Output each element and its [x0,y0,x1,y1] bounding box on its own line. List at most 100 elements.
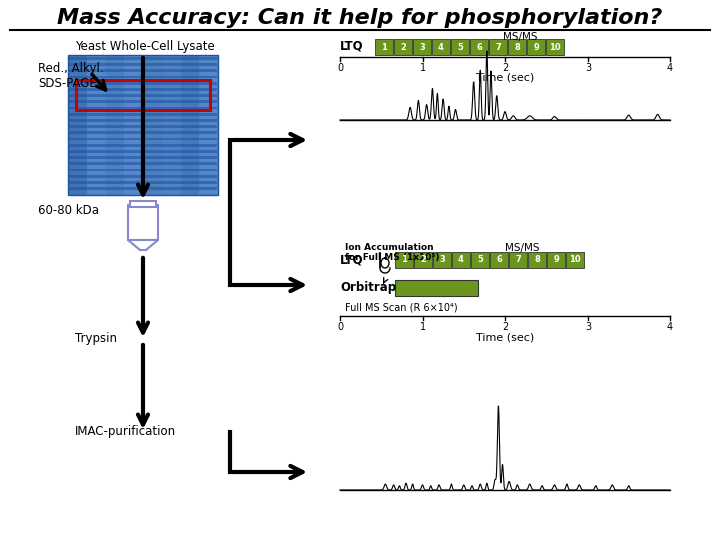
Bar [508,39,526,55]
Text: Time (sec): Time (sec) [476,332,534,342]
Bar [199,55,218,195]
Bar [68,55,218,195]
Bar [490,252,508,268]
Bar [375,39,393,55]
Bar [69,76,217,78]
Bar [69,156,217,159]
Text: 3: 3 [585,63,591,73]
Bar [69,88,217,91]
Bar [470,39,488,55]
Text: 7: 7 [515,255,521,265]
Text: 1: 1 [381,43,387,51]
Bar [69,119,217,122]
Text: Full MS Scan (R 6×10⁴): Full MS Scan (R 6×10⁴) [345,303,458,313]
Bar [69,175,217,178]
Text: Yeast Whole-Cell Lysate: Yeast Whole-Cell Lysate [75,40,215,53]
Text: 8: 8 [534,255,540,265]
Bar [69,181,217,184]
Text: MS/MS: MS/MS [505,243,539,253]
Bar [125,55,143,195]
Bar [69,168,217,171]
Text: 8: 8 [514,43,520,51]
Text: 2: 2 [502,63,508,73]
Bar [69,150,217,153]
Text: 9: 9 [533,43,539,51]
Bar [69,94,217,97]
Text: LTQ: LTQ [340,39,364,52]
Text: 6: 6 [496,255,502,265]
Text: 10: 10 [570,255,581,265]
Text: IMAC-purification: IMAC-purification [75,425,176,438]
Bar [69,125,217,128]
Text: 4: 4 [667,322,673,332]
Bar [69,100,217,103]
Text: 2: 2 [400,43,406,51]
Text: 1: 1 [401,255,407,265]
Text: 3: 3 [419,43,425,51]
Bar [162,55,181,195]
Bar [69,163,217,165]
Bar [394,39,412,55]
Bar [69,187,217,190]
Text: Time (sec): Time (sec) [476,73,534,83]
Bar [433,252,451,268]
Text: Trypsin: Trypsin [75,332,117,345]
Bar [69,138,217,140]
Text: 6: 6 [476,43,482,51]
Text: 3: 3 [439,255,445,265]
Text: 4: 4 [458,255,464,265]
Text: 1: 1 [420,63,426,73]
Text: Ion Accumulation
for Full MS (1x10⁵): Ion Accumulation for Full MS (1x10⁵) [345,243,439,262]
Bar [528,252,546,268]
Bar [128,205,158,240]
Bar [69,57,217,60]
Bar [413,39,431,55]
Bar [489,39,507,55]
Bar [68,55,86,195]
Text: MS/MS: MS/MS [503,32,537,42]
Text: LTQ: LTQ [340,253,364,267]
Bar [143,55,162,195]
Bar [432,39,450,55]
Text: 1: 1 [420,322,426,332]
Text: 7: 7 [495,43,501,51]
Bar [181,55,199,195]
Bar [69,106,217,110]
Text: 4: 4 [667,63,673,73]
Bar [395,252,413,268]
Bar [452,252,470,268]
Text: Orbitrap: Orbitrap [340,281,396,294]
Text: Mass Accuracy: Can it help for phosphorylation?: Mass Accuracy: Can it help for phosphory… [58,8,662,28]
Bar [395,280,478,296]
Text: 2: 2 [502,322,508,332]
Bar [76,80,210,110]
Text: 5: 5 [457,43,463,51]
Text: 0: 0 [337,63,343,73]
Bar [69,63,217,66]
Bar [106,55,125,195]
Text: 10: 10 [549,43,561,51]
Bar [527,39,545,55]
Bar [546,39,564,55]
Text: 4: 4 [438,43,444,51]
Bar [451,39,469,55]
Bar [69,82,217,85]
Bar [509,252,527,268]
Bar [414,252,432,268]
Bar [86,55,106,195]
Text: 5: 5 [477,255,483,265]
Text: 0: 0 [337,322,343,332]
Polygon shape [128,240,158,250]
Bar [471,252,489,268]
Bar [68,55,218,195]
Text: 2: 2 [420,255,426,265]
Bar [69,70,217,72]
Text: 3: 3 [585,322,591,332]
Text: Red., Alkyl.
SDS-PAGE: Red., Alkyl. SDS-PAGE [38,62,104,90]
Bar [69,113,217,116]
Text: 9: 9 [553,255,559,265]
Bar [130,201,156,207]
Text: 60-80 kDa: 60-80 kDa [38,204,99,217]
Bar [566,252,584,268]
Bar [547,252,565,268]
